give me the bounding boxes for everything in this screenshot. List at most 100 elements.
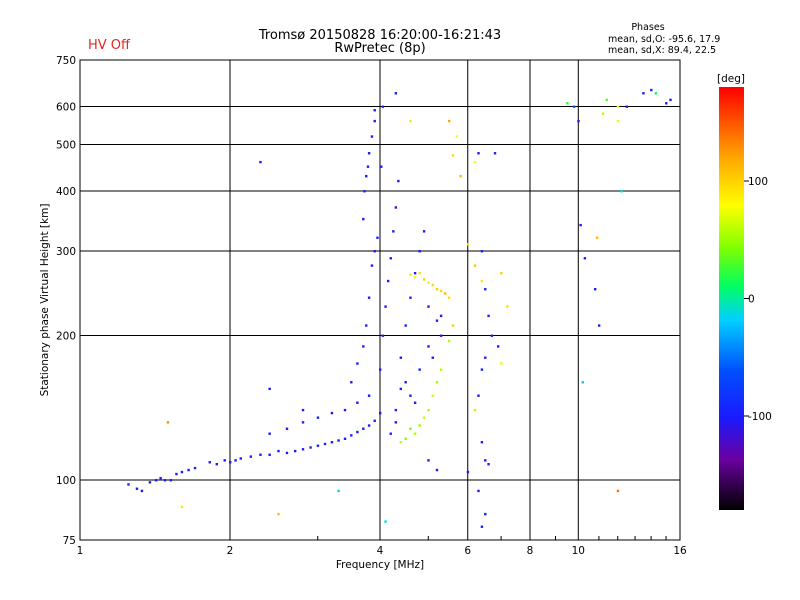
data-point	[579, 223, 582, 227]
x-tick-labels: 1 2 4 6 8 10 16	[77, 545, 687, 557]
data-point	[427, 305, 430, 308]
data-point	[616, 119, 620, 123]
data-point	[215, 462, 219, 466]
data-point	[577, 119, 580, 123]
data-point	[650, 88, 653, 92]
data-point	[370, 264, 374, 267]
data-point	[616, 489, 620, 493]
data-point	[439, 289, 443, 293]
data-point	[669, 98, 672, 102]
data-point	[439, 334, 443, 337]
data-point	[277, 512, 280, 516]
data-point	[625, 105, 628, 108]
data-point	[473, 264, 477, 267]
data-point	[249, 455, 253, 458]
data-point	[642, 92, 645, 95]
data-point	[439, 314, 443, 318]
data-point	[362, 345, 365, 348]
data-point	[484, 356, 487, 359]
y-tick-label: 500	[56, 140, 76, 152]
data-point	[413, 271, 417, 275]
data-point	[285, 451, 289, 455]
stats-x-mode: mean, sd,X: 89.4, 22.5	[608, 45, 716, 56]
data-point	[140, 489, 144, 493]
data-point	[496, 345, 500, 348]
data-point	[394, 206, 398, 209]
data-point	[431, 394, 434, 397]
data-point	[413, 275, 417, 279]
y-tick-label: 600	[56, 102, 76, 114]
scatter-points	[127, 88, 672, 528]
data-point	[473, 160, 477, 164]
data-point	[379, 368, 382, 371]
data-point	[373, 119, 376, 123]
data-point	[366, 165, 370, 168]
colorbar-ticks: 100 0 -100	[744, 176, 772, 423]
data-point	[431, 283, 434, 287]
data-point	[180, 505, 184, 509]
data-point	[455, 135, 459, 138]
data-point	[427, 281, 430, 284]
data-point	[163, 479, 167, 482]
data-point	[362, 427, 365, 430]
data-point	[435, 381, 439, 384]
data-point	[370, 135, 374, 138]
data-point	[343, 437, 347, 440]
data-point	[409, 273, 412, 276]
data-point	[500, 362, 503, 365]
x-tick-label: 8	[527, 545, 534, 557]
data-point	[620, 190, 623, 193]
data-point	[480, 525, 484, 528]
data-point	[367, 152, 371, 155]
data-point	[480, 250, 484, 253]
data-point	[154, 479, 158, 482]
data-point	[293, 449, 297, 453]
data-point	[601, 112, 605, 115]
x-tick-label: 4	[377, 545, 384, 557]
y-tick-label: 100	[56, 475, 76, 487]
data-point	[356, 362, 359, 365]
data-point	[413, 401, 417, 404]
data-point	[384, 520, 387, 523]
colorbar-tick-label: 0	[748, 294, 755, 306]
data-point	[362, 217, 365, 221]
x-tick-label: 10	[572, 545, 585, 557]
data-point	[259, 160, 262, 164]
data-point	[404, 437, 407, 440]
data-point	[259, 453, 262, 456]
data-point	[447, 339, 451, 343]
y-tick-labels: 75 100 200 300 400 500 600 750	[56, 55, 76, 547]
data-point	[169, 479, 173, 482]
data-point	[654, 92, 658, 95]
data-point	[234, 459, 237, 462]
data-point	[180, 470, 184, 474]
data-point	[365, 174, 368, 178]
y-tick-label: 300	[56, 246, 76, 258]
data-point	[605, 98, 609, 102]
x-tick-label: 16	[673, 545, 687, 557]
data-point	[427, 459, 430, 462]
data-point	[427, 408, 430, 412]
y-tick-label: 75	[63, 535, 76, 547]
data-point	[389, 257, 392, 260]
x-tick-label: 2	[227, 545, 234, 557]
data-point	[394, 408, 398, 412]
data-point	[193, 466, 197, 470]
data-point	[285, 427, 289, 430]
data-point	[447, 119, 451, 123]
data-point	[379, 411, 382, 415]
data-point	[373, 419, 376, 422]
stats-heading: Phases	[631, 22, 664, 33]
data-point	[422, 416, 426, 419]
data-point	[323, 442, 327, 446]
data-point	[506, 305, 509, 308]
data-point	[373, 250, 376, 253]
data-point	[187, 468, 190, 472]
data-point	[409, 394, 412, 397]
y-tick-label: 400	[56, 186, 76, 198]
data-point	[337, 439, 340, 442]
data-point	[466, 470, 470, 474]
data-point	[422, 230, 426, 233]
x-tick-label: 6	[464, 545, 471, 557]
data-point	[480, 368, 484, 371]
